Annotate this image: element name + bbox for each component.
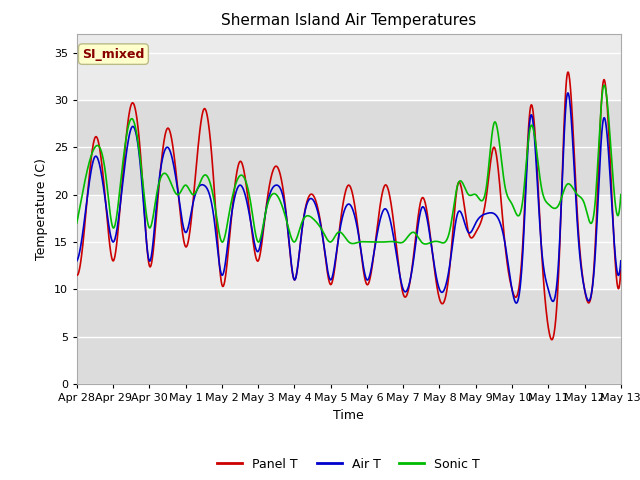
Panel T [337,212,345,218]
Sonic T [600,83,608,88]
Panel T [501,243,509,249]
Sonic T [100,164,108,169]
Y-axis label: Temperature (C): Temperature (C) [35,158,48,260]
Panel T [602,83,609,89]
Air T [602,118,609,123]
Line: Sonic T: Sonic T [77,85,621,244]
Text: SI_mixed: SI_mixed [82,48,145,60]
Bar [77,34,621,100]
Title: Sherman Island Air Temperatures: Sherman Island Air Temperatures [221,13,476,28]
Air T [73,258,81,264]
Legend: Panel T, Air T, Sonic T: Panel T, Air T, Sonic T [212,453,485,476]
Line: Panel T: Panel T [77,72,621,340]
Air T [513,300,520,306]
Panel T [617,267,625,273]
Bar [77,289,621,384]
Bar [77,194,621,289]
Panel T [548,337,556,343]
Sonic T [602,86,609,92]
Panel T [564,69,572,75]
Sonic T [73,220,81,226]
Panel T [323,266,331,272]
Line: Air T: Air T [77,93,621,303]
Air T [100,192,108,198]
Air T [617,258,625,264]
Panel T [602,81,609,87]
Sonic T [502,186,509,192]
Sonic T [323,236,331,242]
Sonic T [337,230,345,236]
Air T [323,264,331,269]
Panel T [73,272,81,278]
Sonic T [617,192,625,197]
Air T [337,219,345,225]
Sonic T [602,85,609,91]
Air T [501,241,509,247]
Air T [564,90,572,96]
Air T [602,119,609,125]
Panel T [100,188,108,193]
Sonic T [422,241,429,247]
Bar [77,100,621,194]
X-axis label: Time: Time [333,408,364,421]
